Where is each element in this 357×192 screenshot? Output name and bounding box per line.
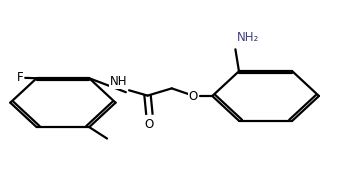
- Text: O: O: [188, 89, 197, 103]
- Text: O: O: [145, 118, 154, 131]
- Text: NH₂: NH₂: [237, 31, 260, 44]
- Text: F: F: [17, 71, 24, 84]
- Text: NH: NH: [110, 75, 127, 88]
